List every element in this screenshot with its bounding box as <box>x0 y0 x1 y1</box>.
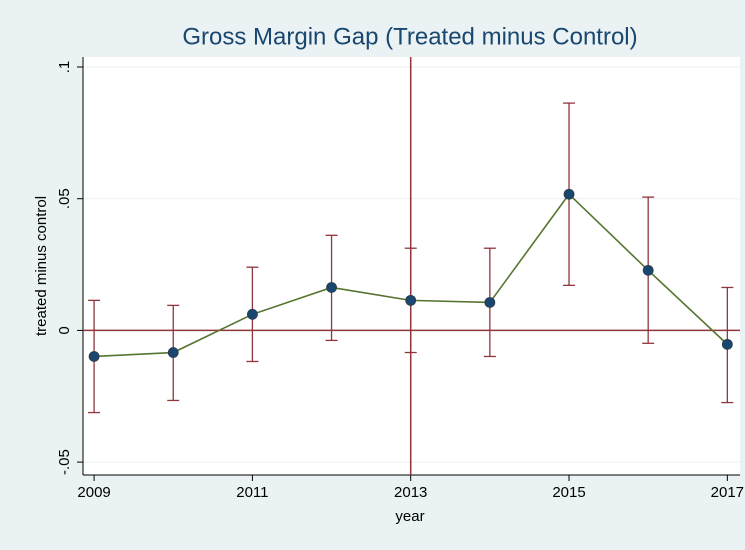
point <box>326 282 337 293</box>
x-tick-label: 2017 <box>711 484 744 501</box>
y-tick-label: .1 <box>56 61 73 74</box>
y-tick-label: 0 <box>56 326 73 334</box>
y-tick-label: -.05 <box>56 449 73 475</box>
point <box>642 264 654 276</box>
y-tick-label: .05 <box>56 188 73 209</box>
point <box>405 294 417 306</box>
point <box>484 297 496 308</box>
x-tick-label: 2015 <box>552 484 585 501</box>
plot-area <box>83 57 740 475</box>
y-axis-label: treated minus control <box>33 196 50 336</box>
x-axis-label: year <box>395 508 424 525</box>
point <box>563 188 575 200</box>
chart-title: Gross Margin Gap (Treated minus Control) <box>182 23 637 50</box>
point <box>721 338 733 350</box>
x-tick-label: 2013 <box>394 484 427 501</box>
point <box>167 347 179 358</box>
point <box>88 351 100 362</box>
point <box>246 308 258 320</box>
x-tick-label: 2009 <box>77 484 110 501</box>
x-tick-label: 2011 <box>236 484 268 501</box>
